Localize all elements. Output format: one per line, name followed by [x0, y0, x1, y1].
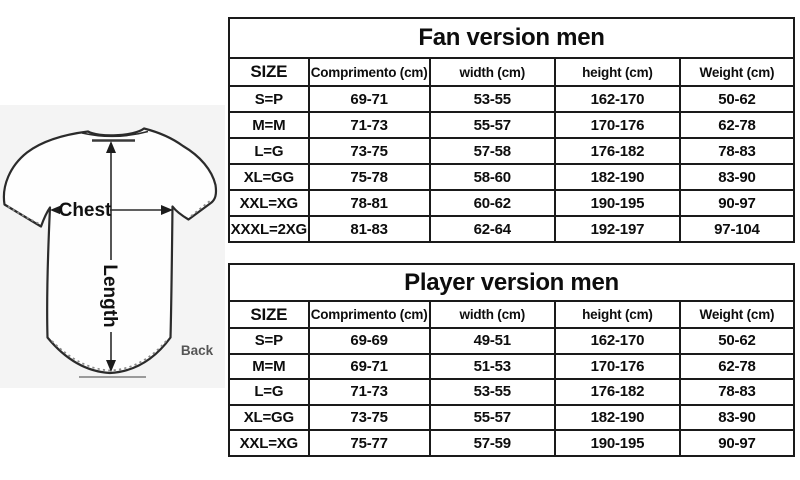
chest-label: Chest — [59, 199, 112, 221]
hem-stitching — [51, 339, 168, 372]
table-cell: 55-57 — [428, 111, 556, 139]
table-cell: 69-71 — [307, 85, 431, 113]
left-cuff-stitching — [7, 205, 42, 226]
length-label: Length — [99, 260, 122, 332]
table-cell: 162-170 — [553, 327, 681, 355]
table-cell: 170-176 — [553, 352, 681, 381]
player-version-table: Player version men SIZE Comprimento (cm)… — [228, 263, 796, 457]
table-cell: 71-73 — [307, 111, 431, 139]
table-cell: 78-83 — [678, 137, 796, 165]
table-cell: 170-176 — [553, 111, 681, 139]
table-row: M=M 69-71 51-53 170-176 62-78 — [228, 352, 796, 381]
col-header-size: SIZE — [228, 57, 310, 87]
table-cell: 62-78 — [678, 111, 796, 139]
table-cell-size: L=G — [228, 378, 310, 406]
table-cell: 83-90 — [678, 403, 796, 432]
col-header-size: SIZE — [228, 300, 310, 329]
table-cell-size: M=M — [228, 352, 310, 381]
table-cell: 182-190 — [553, 163, 681, 191]
table-row: S=P 69-69 49-51 162-170 50-62 — [228, 327, 796, 355]
table-row: XXL=XG 78-81 60-62 190-195 90-97 — [228, 189, 796, 217]
table-cell: 97-104 — [678, 215, 796, 243]
table-cell: 90-97 — [678, 429, 796, 457]
table-cell: 69-71 — [307, 352, 431, 381]
collar-inner-line — [81, 130, 149, 138]
table-cell: 75-78 — [307, 163, 431, 191]
table-cell-size: S=P — [228, 327, 310, 355]
table-cell: 53-55 — [428, 378, 556, 406]
table-cell-size: XL=GG — [228, 403, 310, 432]
table-cell: 55-57 — [428, 403, 556, 432]
table-cell: 190-195 — [553, 189, 681, 217]
table-cell-size: XL=GG — [228, 163, 310, 191]
table-cell: 176-182 — [553, 378, 681, 406]
table-cell: 57-58 — [428, 137, 556, 165]
table-cell: 81-83 — [307, 215, 431, 243]
table-cell: 162-170 — [553, 85, 681, 113]
table-cell: 49-51 — [428, 327, 556, 355]
table-cell: 182-190 — [553, 403, 681, 432]
table-cell: 190-195 — [553, 429, 681, 457]
back-label: Back — [181, 343, 214, 358]
table-cell-size: M=M — [228, 111, 310, 139]
table-cell: 78-81 — [307, 189, 431, 217]
table-cell-size: XXL=XG — [228, 429, 310, 457]
table-cell: 176-182 — [553, 137, 681, 165]
table-row: XXXL=2XG 81-83 62-64 192-197 97-104 — [228, 215, 796, 243]
table-cell: 50-62 — [678, 85, 796, 113]
table-row: S=P 69-71 53-55 162-170 50-62 — [228, 85, 796, 113]
svg-text:Length: Length — [99, 264, 120, 327]
table-header-row: SIZE Comprimento (cm) width (cm) height … — [228, 57, 796, 87]
table-row: XL=GG 73-75 55-57 182-190 83-90 — [228, 403, 796, 432]
table-cell-size: XXL=XG — [228, 189, 310, 217]
table-cell: 51-53 — [428, 352, 556, 381]
table-cell: 50-62 — [678, 327, 796, 355]
col-header-comprimento: Comprimento (cm) — [307, 57, 431, 87]
fan-version-table: Fan version men SIZE Comprimento (cm) wi… — [228, 17, 796, 243]
table-cell: 73-75 — [307, 137, 431, 165]
table-title: Fan version men — [228, 17, 795, 59]
tshirt-diagram-svg: Chest Length Back — [2, 127, 218, 378]
table-title: Player version men — [228, 263, 795, 302]
col-header-width: width (cm) — [428, 300, 556, 329]
col-header-height: height (cm) — [553, 57, 681, 87]
table-row: M=M 71-73 55-57 170-176 62-78 — [228, 111, 796, 139]
table-title-row: Fan version men — [228, 17, 795, 59]
table-cell: 57-59 — [428, 429, 556, 457]
col-header-width: width (cm) — [428, 57, 556, 87]
table-title-row: Player version men — [228, 263, 795, 302]
tshirt-outline — [2, 127, 218, 375]
table-cell: 83-90 — [678, 163, 796, 191]
table-cell: 60-62 — [428, 189, 556, 217]
table-cell-size: L=G — [228, 137, 310, 165]
col-header-weight: Weight (cm) — [678, 300, 796, 329]
table-cell: 90-97 — [678, 189, 796, 217]
table-row: L=G 71-73 53-55 176-182 78-83 — [228, 378, 796, 406]
col-header-height: height (cm) — [553, 300, 681, 329]
table-header-row: SIZE Comprimento (cm) width (cm) height … — [228, 300, 796, 329]
col-header-comprimento: Comprimento (cm) — [307, 300, 431, 329]
table-cell-size: XXXL=2XG — [228, 215, 310, 243]
table-row: XXL=XG 75-77 57-59 190-195 90-97 — [228, 429, 796, 457]
tshirt-measurement-diagram: Chest Length Back — [0, 105, 225, 388]
table-cell: 192-197 — [553, 215, 681, 243]
table-cell: 62-64 — [428, 215, 556, 243]
table-cell: 71-73 — [307, 378, 431, 406]
table-cell: 58-60 — [428, 163, 556, 191]
svg-text:Chest: Chest — [59, 200, 112, 221]
table-cell: 53-55 — [428, 85, 556, 113]
table-row: L=G 73-75 57-58 176-182 78-83 — [228, 137, 796, 165]
table-cell: 75-77 — [307, 429, 431, 457]
table-row: XL=GG 75-78 58-60 182-190 83-90 — [228, 163, 796, 191]
table-cell: 73-75 — [307, 403, 431, 432]
right-cuff-stitching — [190, 199, 212, 217]
table-cell: 62-78 — [678, 352, 796, 381]
col-header-weight: Weight (cm) — [678, 57, 796, 87]
table-cell-size: S=P — [228, 85, 310, 113]
table-cell: 78-83 — [678, 378, 796, 406]
table-cell: 69-69 — [307, 327, 431, 355]
